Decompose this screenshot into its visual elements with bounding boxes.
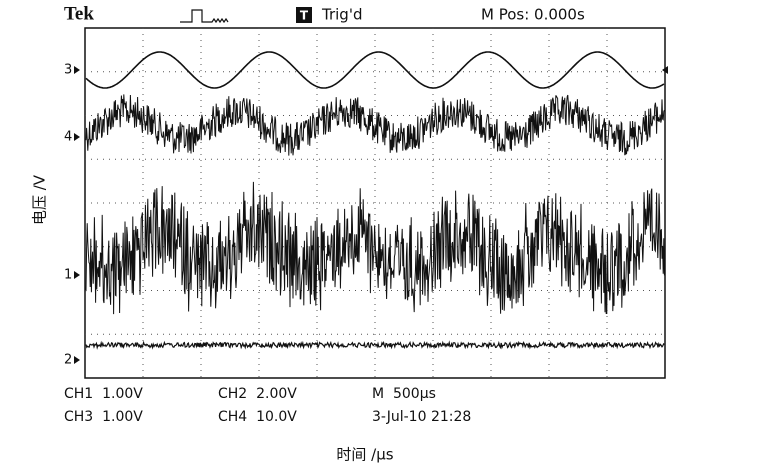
horizontal-position: M Pos: 0.000s — [481, 6, 585, 24]
waveforms — [85, 51, 665, 350]
channel-marker: 1 — [64, 268, 72, 283]
trigger-icon-box — [296, 7, 312, 23]
trigger-status: Trig'd — [321, 6, 362, 24]
readout: 3-Jul-10 21:28 — [372, 409, 471, 425]
readout: CH1 1.00V — [64, 386, 143, 402]
readout: M 500μs — [372, 386, 436, 402]
x-axis-label: 时间 /μs — [336, 446, 393, 464]
waveform — [85, 181, 665, 315]
waveform — [85, 340, 665, 350]
readout: CH3 1.00V — [64, 409, 143, 425]
readout: CH2 2.00V — [218, 386, 297, 402]
readout: CH4 10.0V — [218, 409, 297, 425]
channel-marker: 4 — [64, 130, 72, 145]
waveform — [85, 51, 665, 89]
trigger-icon: T — [300, 9, 309, 23]
channel-marker: 2 — [64, 353, 72, 368]
waveform — [85, 94, 665, 156]
y-axis-label: 电压 /V — [31, 174, 49, 225]
channel-marker: 3 — [64, 63, 72, 78]
brand: Tek — [64, 3, 94, 24]
trigger-waveform-icon — [180, 9, 229, 24]
